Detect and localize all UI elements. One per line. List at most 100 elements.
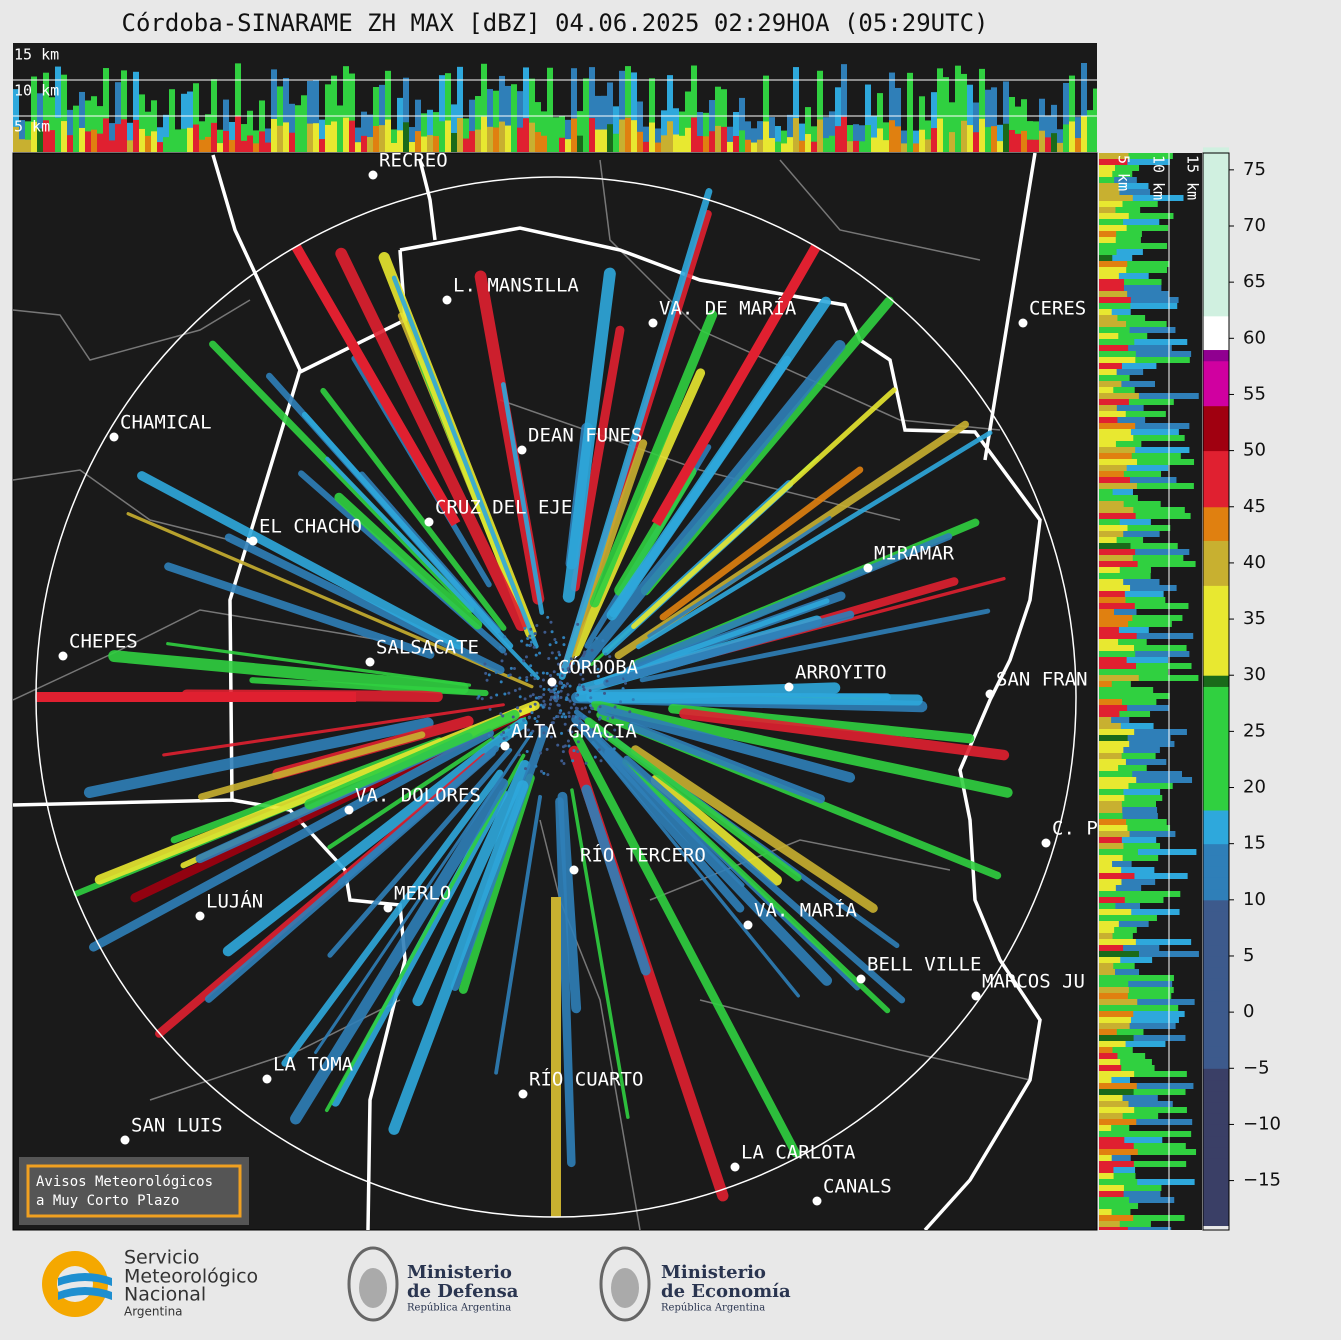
colorbar-step: [1203, 271, 1229, 283]
section-core: [529, 123, 535, 152]
echo-speck: [599, 705, 602, 708]
section-core: [247, 135, 253, 152]
echo-speck: [484, 672, 487, 675]
section-core: [1099, 957, 1120, 963]
section-core: [1099, 1203, 1115, 1209]
section-core: [469, 131, 475, 152]
echo-speck: [581, 707, 584, 710]
echo-speck: [553, 717, 556, 720]
section-core: [1099, 1221, 1120, 1227]
section-core: [1081, 116, 1087, 152]
colorbar-step: [1203, 1068, 1229, 1080]
colorbar-step: [1203, 642, 1229, 654]
echo-speck: [550, 621, 553, 624]
section-core: [1099, 1185, 1124, 1191]
section-core: [229, 140, 235, 152]
colorbar-tick-label: 45: [1243, 496, 1266, 517]
colorbar-step: [1203, 990, 1229, 1002]
section-core: [1099, 627, 1119, 633]
section-core: [607, 124, 613, 152]
echo-speck: [488, 734, 491, 737]
level-label: 10 km: [1150, 155, 1168, 200]
colorbar-step: [1203, 776, 1229, 788]
section-core: [1099, 915, 1122, 921]
colorbar-step: [1203, 889, 1229, 901]
city-label: SAN LUIS: [131, 1115, 223, 1137]
echo-speck: [565, 696, 568, 699]
echo-speck: [576, 750, 579, 753]
echo-speck: [505, 736, 508, 739]
section-core: [757, 140, 763, 152]
section-core: [1099, 519, 1120, 525]
section-core: [1099, 1149, 1138, 1155]
colorbar-step: [1203, 1169, 1229, 1181]
colorbar-step: [1203, 1023, 1229, 1035]
echo-speck: [622, 687, 625, 690]
colorbar-step: [1203, 237, 1229, 249]
city-dot: [59, 652, 68, 661]
echo-speck: [601, 639, 604, 642]
section-core: [367, 137, 373, 152]
section-core: [1099, 399, 1129, 405]
section-core: [1099, 561, 1138, 567]
section-core: [1099, 681, 1112, 687]
colorbar-step: [1203, 743, 1229, 755]
echo-speck: [530, 641, 533, 644]
echo-speck: [500, 680, 503, 683]
section-core: [295, 133, 301, 152]
section-core: [163, 137, 169, 152]
colorbar-step: [1203, 338, 1229, 350]
colorbar-step: [1203, 260, 1229, 272]
colorbar-tick-label: −5: [1243, 1057, 1270, 1078]
section-core: [1099, 243, 1126, 249]
section-core: [1099, 213, 1129, 219]
echo-speck: [525, 676, 528, 679]
colorbar-step: [1203, 765, 1229, 777]
section-core: [859, 141, 865, 152]
echo-speck: [525, 655, 528, 658]
section-core: [673, 135, 679, 152]
echo-speck: [583, 652, 586, 655]
logo-text: República Argentina: [661, 1303, 765, 1314]
city-dot: [972, 992, 981, 1001]
city-label: CHAMICAL: [120, 412, 212, 434]
echo-speck: [535, 654, 538, 657]
section-core: [1099, 315, 1117, 321]
colorbar-step: [1203, 1113, 1229, 1125]
level-label: 10 km: [14, 82, 59, 100]
echo-speck: [582, 715, 585, 718]
city-label: RÍO TERCERO: [580, 844, 706, 867]
echo-speck: [611, 716, 614, 719]
echo-speck: [583, 688, 586, 691]
section-core: [679, 136, 685, 152]
section-core: [1099, 531, 1123, 537]
echo-speck: [540, 770, 543, 773]
section-core: [1099, 639, 1118, 645]
echo-speck: [549, 703, 552, 706]
section-core: [1099, 1179, 1137, 1185]
colorbar-step: [1203, 945, 1229, 957]
city-label: VA. DE MARÍA: [659, 297, 797, 320]
section-core: [55, 118, 61, 152]
echo-speck: [549, 698, 552, 701]
section-core: [901, 143, 907, 152]
echo-speck: [491, 736, 494, 739]
colorbar-tick-label: 60: [1243, 327, 1266, 348]
section-core: [271, 119, 277, 152]
colorbar-step: [1203, 215, 1229, 227]
section-core: [943, 122, 949, 152]
section-core: [1099, 333, 1118, 339]
colorbar-step: [1203, 844, 1229, 856]
echo-speck: [534, 632, 537, 635]
city-dot: [425, 518, 434, 527]
city-label: VA. DOLORES: [355, 785, 481, 807]
colorbar-step: [1203, 484, 1229, 496]
section-core: [1099, 879, 1121, 885]
colorbar-step: [1203, 1158, 1229, 1170]
colorbar-step: [1203, 518, 1229, 530]
section-core: [1099, 1095, 1123, 1101]
echo-speck: [546, 748, 549, 751]
echo-speck: [489, 708, 492, 711]
section-core: [1099, 861, 1112, 867]
section-core: [307, 124, 313, 152]
